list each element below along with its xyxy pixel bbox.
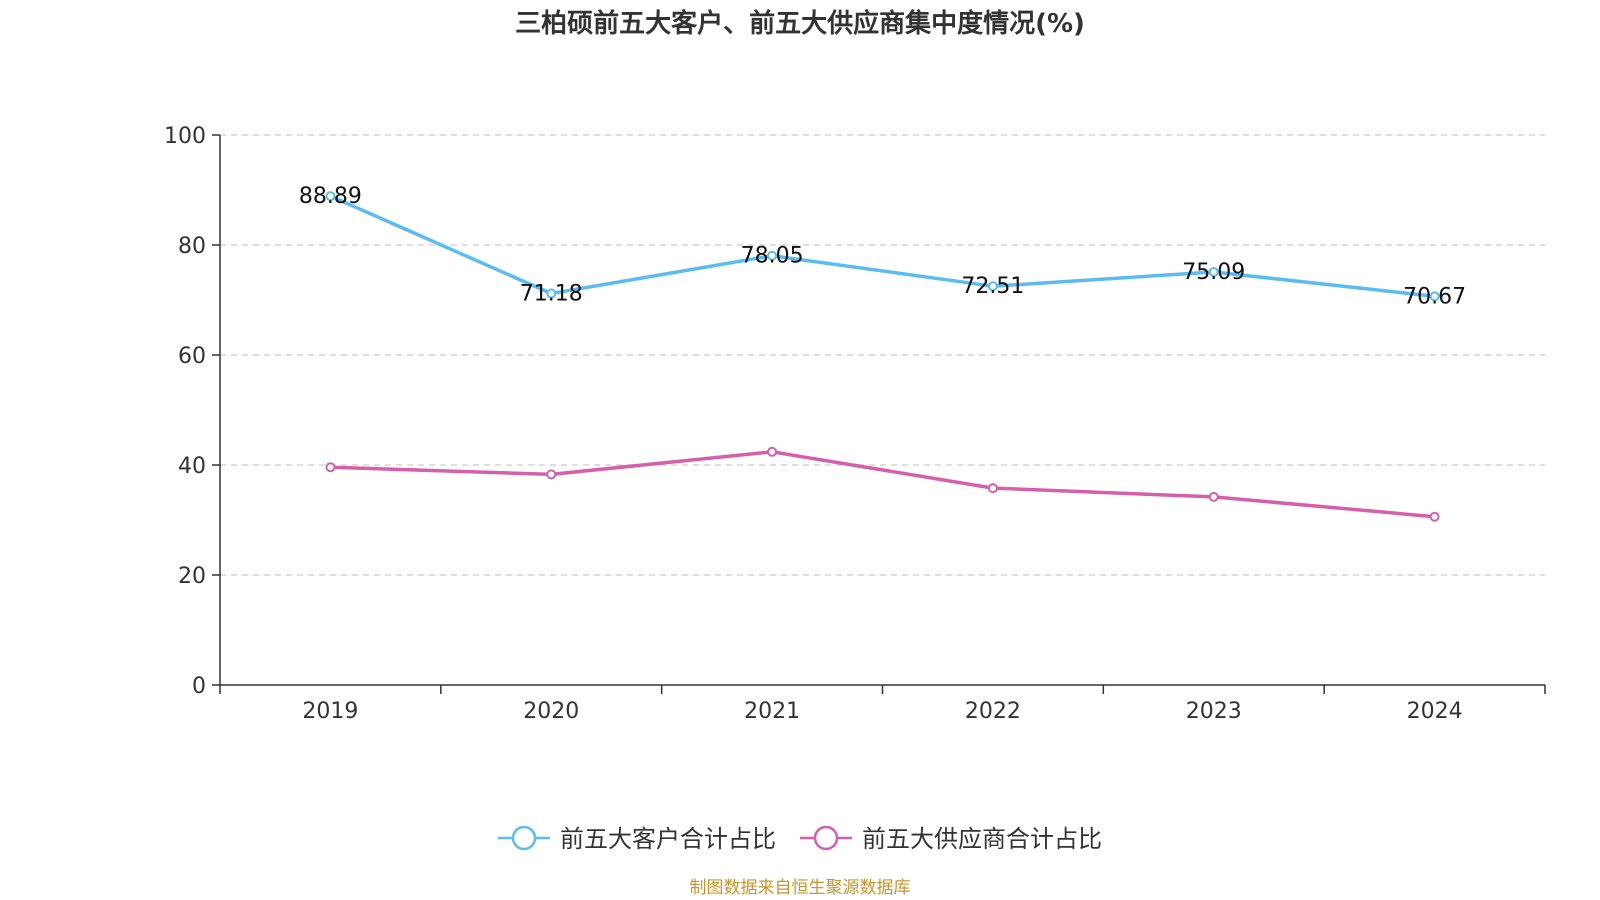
y-tick-label: 40 [178, 454, 206, 479]
series-layer: 88.89 71.18 78.05 72.51 75.09 70.67 [299, 184, 1466, 522]
data-label: 75.09 [1182, 260, 1245, 285]
y-tick-label: 60 [178, 344, 206, 369]
data-point [546, 469, 557, 480]
data-label: 78.05 [741, 244, 804, 269]
data-label: 88.89 [299, 184, 362, 209]
data-point [1429, 291, 1440, 302]
data-label: 71.18 [520, 282, 583, 307]
legend-label: 前五大供应商合计占比 [862, 825, 1102, 853]
x-tick-label: 2021 [744, 699, 800, 724]
data-point [1429, 511, 1440, 522]
y-tick-label: 100 [164, 124, 206, 149]
data-point [767, 446, 778, 457]
legend-item-2: 前五大供应商合计占比 [800, 825, 1102, 853]
data-point [987, 281, 998, 292]
y-tick-label: 0 [192, 674, 206, 699]
series-line [330, 450, 1435, 519]
x-axis-ticks: 2019 2020 2021 2022 2023 2024 [219, 685, 1546, 724]
legend-label: 前五大客户合计占比 [560, 825, 776, 853]
x-tick-label: 2024 [1407, 699, 1463, 724]
y-tick-label: 20 [178, 564, 206, 589]
x-tick-label: 2020 [523, 699, 579, 724]
data-point [987, 483, 998, 494]
data-point [1208, 267, 1219, 278]
source-note: 制图数据来自恒生聚源数据库 [690, 878, 911, 898]
series-1: 88.89 71.18 78.05 72.51 75.09 70.67 [299, 184, 1466, 309]
series-2 [325, 446, 1440, 522]
legend: 前五大客户合计占比 前五大供应商合计占比 [498, 825, 1102, 853]
data-point [546, 288, 557, 299]
x-tick-label: 2022 [965, 699, 1021, 724]
axes [219, 135, 1545, 686]
y-axis-ticks: 0 20 40 60 80 100 [164, 124, 220, 699]
data-point [767, 250, 778, 261]
x-tick-label: 2019 [302, 699, 358, 724]
legend-marker [813, 825, 839, 851]
x-tick-label: 2023 [1186, 699, 1242, 724]
legend-item-1: 前五大客户合计占比 [498, 825, 776, 853]
legend-marker [511, 825, 537, 851]
data-label: 70.67 [1403, 284, 1466, 309]
data-label: 72.51 [961, 274, 1024, 299]
data-point [325, 462, 336, 473]
data-point [1208, 491, 1219, 502]
data-point [325, 191, 336, 202]
series-line [329, 194, 1435, 299]
y-tick-label: 80 [178, 234, 206, 259]
chart-title: 三柏硕前五大客户、前五大供应商集中度情况(%) [515, 8, 1085, 39]
